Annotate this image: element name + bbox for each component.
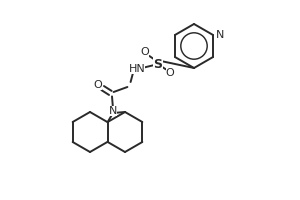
Text: N: N — [109, 106, 117, 116]
Text: HN: HN — [129, 64, 146, 74]
Text: N: N — [216, 30, 225, 40]
Text: O: O — [94, 80, 102, 90]
Text: S: S — [154, 58, 163, 71]
Text: O: O — [141, 47, 149, 57]
Text: O: O — [166, 68, 174, 78]
